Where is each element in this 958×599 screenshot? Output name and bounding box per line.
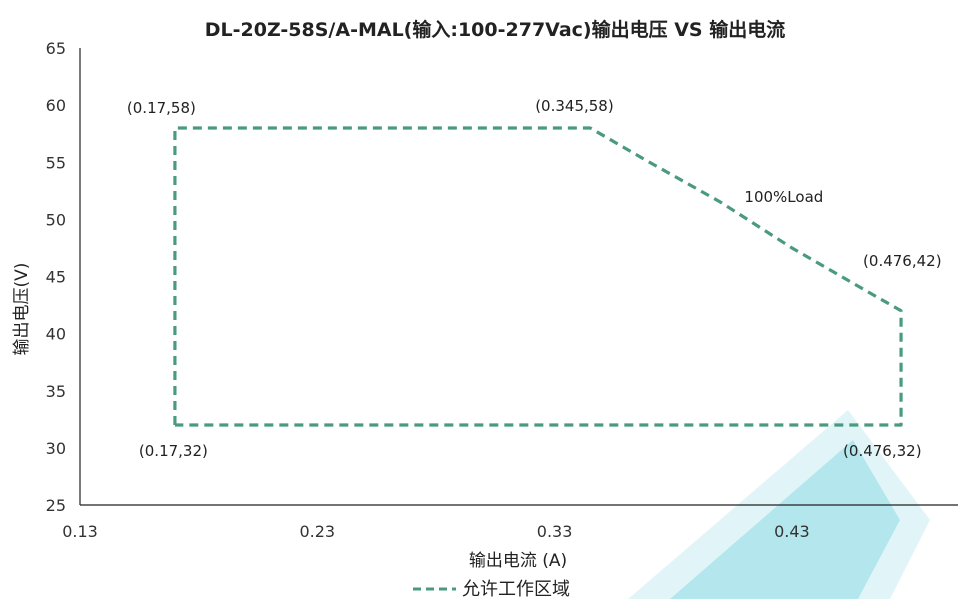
- x-tick-label: 0.43: [774, 522, 810, 541]
- y-tick-label: 30: [46, 439, 66, 458]
- x-tick-label: 0.13: [62, 522, 98, 541]
- point-annotation: (0.476,42): [863, 252, 942, 270]
- chart-title: DL-20Z-58S/A-MAL(输入:100-277Vac)输出电压 VS 输…: [205, 18, 785, 41]
- legend-label: 允许工作区域: [462, 579, 570, 599]
- series-line-operating-area: [173, 126, 903, 427]
- watermark-shape-front: [670, 440, 900, 599]
- point-annotation: 100%Load: [744, 188, 823, 206]
- x-tick-label: 0.23: [299, 522, 335, 541]
- plot-axes: [79, 48, 958, 506]
- y-tick-label: 40: [46, 325, 66, 344]
- point-annotation: (0.476,32): [843, 442, 922, 460]
- y-tick-label: 60: [46, 96, 66, 115]
- y-tick-label: 45: [46, 268, 66, 287]
- legend: 允许工作区域: [413, 579, 570, 599]
- y-axis-ticks: 25 30 35 40 45 50 55 60 65: [46, 39, 66, 515]
- y-tick-label: 25: [46, 496, 66, 515]
- x-tick-label: 0.33: [537, 522, 573, 541]
- annotation-group: (0.17,58) (0.345,58) 100%Load (0.476,42) (0.…: [127, 97, 942, 460]
- x-axis-ticks: 0.13 0.23 0.33 0.43: [62, 522, 810, 541]
- point-annotation: (0.17,58): [127, 99, 196, 117]
- y-tick-label: 50: [46, 210, 66, 229]
- y-tick-label: 35: [46, 382, 66, 401]
- point-annotation: (0.17,32): [139, 442, 208, 460]
- y-tick-label: 55: [46, 153, 66, 172]
- x-axis-label: 输出电流 (A): [469, 551, 567, 571]
- point-annotation: (0.345,58): [535, 97, 614, 115]
- y-tick-label: 65: [46, 39, 66, 58]
- y-axis-label: 输出电压(V): [12, 263, 32, 356]
- series-group: [173, 126, 903, 427]
